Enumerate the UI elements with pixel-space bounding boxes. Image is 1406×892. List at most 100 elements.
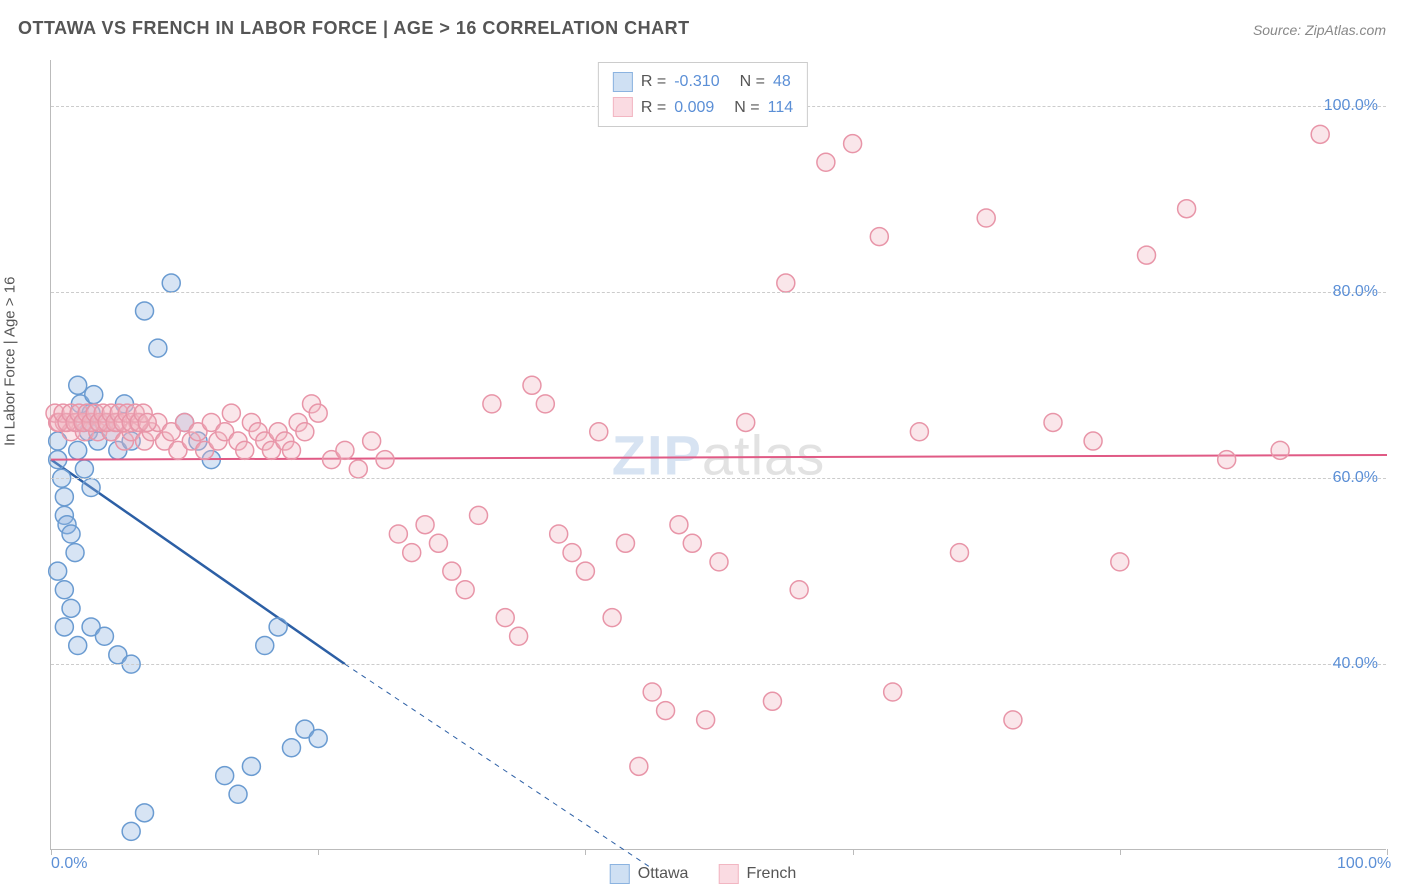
scatter-point (523, 376, 541, 394)
scatter-point (296, 423, 314, 441)
series-legend-item: French (718, 864, 796, 884)
scatter-point (910, 423, 928, 441)
scatter-point (95, 627, 113, 645)
scatter-point (470, 506, 488, 524)
scatter-point (389, 525, 407, 543)
legend-n-label: N = (734, 95, 759, 121)
scatter-point (62, 525, 80, 543)
scatter-point (122, 822, 140, 840)
scatter-point (1178, 200, 1196, 218)
x-tick (853, 849, 854, 855)
scatter-point (790, 581, 808, 599)
scatter-point (309, 404, 327, 422)
scatter-point (483, 395, 501, 413)
scatter-point (643, 683, 661, 701)
series-legend-label: French (746, 865, 796, 883)
y-tick-label: 60.0% (1333, 469, 1378, 487)
gridline (51, 292, 1386, 293)
scatter-point (950, 544, 968, 562)
scatter-point (884, 683, 902, 701)
scatter-point (844, 135, 862, 153)
scatter-point (416, 516, 434, 534)
scatter-point (136, 804, 154, 822)
series-legend-item: Ottawa (610, 864, 689, 884)
chart-svg (51, 60, 1386, 849)
y-axis-label: In Labor Force | Age > 16 (2, 277, 19, 446)
legend-row: R =-0.310N =48 (613, 69, 793, 95)
scatter-point (66, 544, 84, 562)
scatter-point (1084, 432, 1102, 450)
scatter-point (62, 599, 80, 617)
scatter-point (256, 637, 274, 655)
legend-swatch (613, 97, 633, 117)
scatter-point (429, 534, 447, 552)
scatter-point (683, 534, 701, 552)
x-tick-label: 0.0% (51, 855, 87, 873)
chart-title: OTTAWA VS FRENCH IN LABOR FORCE | AGE > … (18, 18, 690, 39)
scatter-point (49, 562, 67, 580)
scatter-point (309, 729, 327, 747)
scatter-point (336, 441, 354, 459)
scatter-point (563, 544, 581, 562)
scatter-point (443, 562, 461, 580)
scatter-point (763, 692, 781, 710)
legend-n-value: 48 (773, 69, 791, 95)
scatter-point (576, 562, 594, 580)
scatter-point (510, 627, 528, 645)
scatter-point (222, 404, 240, 422)
scatter-point (85, 386, 103, 404)
scatter-point (870, 228, 888, 246)
scatter-point (55, 581, 73, 599)
scatter-point (282, 739, 300, 757)
scatter-point (817, 153, 835, 171)
scatter-point (1138, 246, 1156, 264)
scatter-point (777, 274, 795, 292)
scatter-point (69, 376, 87, 394)
scatter-point (456, 581, 474, 599)
x-tick (585, 849, 586, 855)
legend-swatch (718, 864, 738, 884)
scatter-point (269, 618, 287, 636)
legend-swatch (613, 72, 633, 92)
scatter-point (55, 488, 73, 506)
scatter-point (236, 441, 254, 459)
legend-swatch (610, 864, 630, 884)
y-tick-label: 100.0% (1324, 97, 1378, 115)
legend-r-value: 0.009 (674, 95, 714, 121)
scatter-point (1311, 125, 1329, 143)
trend-line-extrapolated (345, 664, 652, 868)
gridline (51, 664, 1386, 665)
scatter-point (1004, 711, 1022, 729)
scatter-point (670, 516, 688, 534)
scatter-point (363, 432, 381, 450)
x-tick (1120, 849, 1121, 855)
scatter-point (216, 767, 234, 785)
scatter-point (603, 609, 621, 627)
scatter-point (162, 274, 180, 292)
legend-n-label: N = (740, 69, 765, 95)
scatter-point (75, 460, 93, 478)
series-legend-label: Ottawa (638, 865, 689, 883)
scatter-point (229, 785, 247, 803)
x-tick (318, 849, 319, 855)
scatter-point (710, 553, 728, 571)
correlation-legend: R =-0.310N =48R =0.009N =114 (598, 62, 808, 127)
legend-r-value: -0.310 (674, 69, 719, 95)
y-tick-label: 80.0% (1333, 283, 1378, 301)
source-label: Source: ZipAtlas.com (1253, 22, 1386, 38)
scatter-point (138, 413, 156, 431)
scatter-point (242, 757, 260, 775)
scatter-point (616, 534, 634, 552)
scatter-point (149, 339, 167, 357)
scatter-point (496, 609, 514, 627)
gridline (51, 478, 1386, 479)
scatter-point (697, 711, 715, 729)
scatter-point (1111, 553, 1129, 571)
plot-area: ZIPatlas 40.0%60.0%80.0%100.0%0.0%100.0% (50, 60, 1386, 850)
scatter-point (1271, 441, 1289, 459)
scatter-point (657, 702, 675, 720)
scatter-point (550, 525, 568, 543)
scatter-point (82, 479, 100, 497)
series-legend: Ottawa French (610, 864, 796, 884)
scatter-point (737, 413, 755, 431)
